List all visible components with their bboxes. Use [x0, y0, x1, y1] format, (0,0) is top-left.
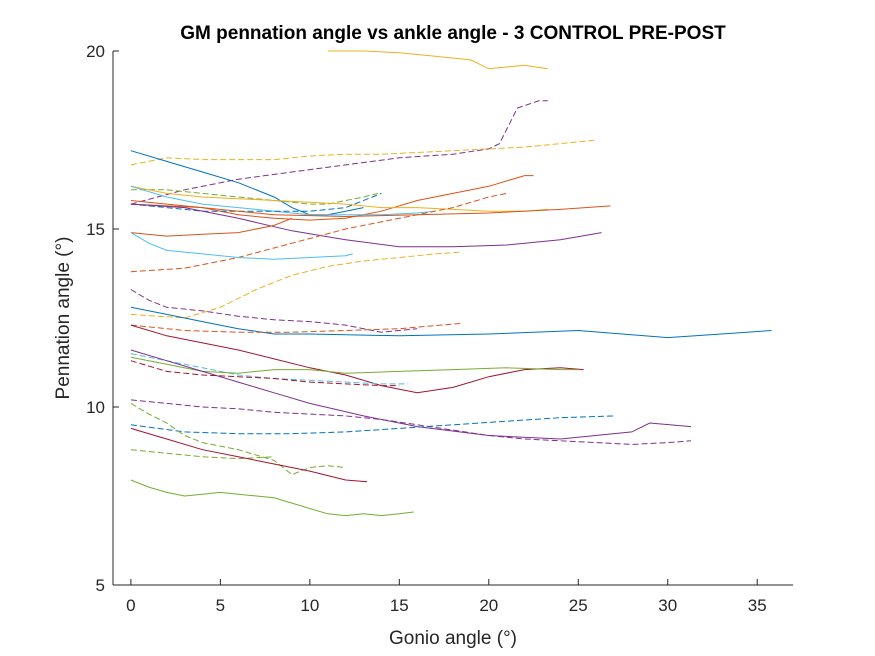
series-line-2 [130, 100, 548, 205]
y-axis-label: Pennation angle (°) [53, 237, 74, 400]
series-line-19 [130, 324, 584, 394]
series-line-17 [130, 306, 772, 339]
series-line-11 [130, 203, 602, 248]
x-tick-label: 15 [390, 596, 409, 615]
x-tick-label: 35 [748, 596, 767, 615]
axes-layer [112, 51, 793, 586]
series-line-29 [130, 479, 414, 517]
series-line-16 [130, 289, 418, 333]
x-tick-label: 20 [479, 596, 498, 615]
y-tick-label: 20 [86, 42, 105, 61]
series-line-15 [130, 251, 462, 319]
x-tick-label: 0 [126, 596, 135, 615]
series-layer [130, 50, 772, 517]
series-line-3 [130, 139, 597, 166]
series-line-9 [130, 192, 382, 212]
series-line-8 [130, 185, 436, 216]
series-line-4 [130, 150, 364, 216]
chart-title: GM pennation angle vs ankle angle - 3 CO… [180, 23, 726, 44]
series-line-1 [327, 50, 548, 70]
series-line-25 [130, 415, 615, 435]
series-line-13 [130, 217, 293, 237]
y-tick-label: 10 [86, 398, 105, 417]
series-line-26 [130, 402, 346, 476]
y-tick-label: 15 [86, 220, 105, 239]
y-ticks: 5 10 15 20 [86, 42, 119, 595]
x-ticks: 0 5 10 15 20 25 30 35 [126, 579, 767, 615]
y-tick-label: 5 [96, 576, 105, 595]
x-tick-label: 5 [216, 596, 225, 615]
series-line-10 [130, 203, 611, 218]
series-line-28 [130, 427, 368, 483]
x-tick-label: 10 [300, 596, 319, 615]
series-line-12 [130, 192, 507, 273]
series-line-23 [130, 399, 692, 445]
series-line-21 [130, 356, 579, 374]
series-line-20 [130, 353, 409, 385]
series-line-22 [130, 349, 692, 440]
series-line-18 [130, 322, 462, 333]
series-line-14 [130, 232, 353, 260]
series-line-24 [130, 360, 400, 387]
x-tick-label: 25 [569, 596, 588, 615]
x-axis-label: Gonio angle (°) [389, 628, 517, 649]
series-line-7 [130, 185, 548, 212]
x-tick-label: 30 [658, 596, 677, 615]
series-line-27 [130, 449, 275, 460]
